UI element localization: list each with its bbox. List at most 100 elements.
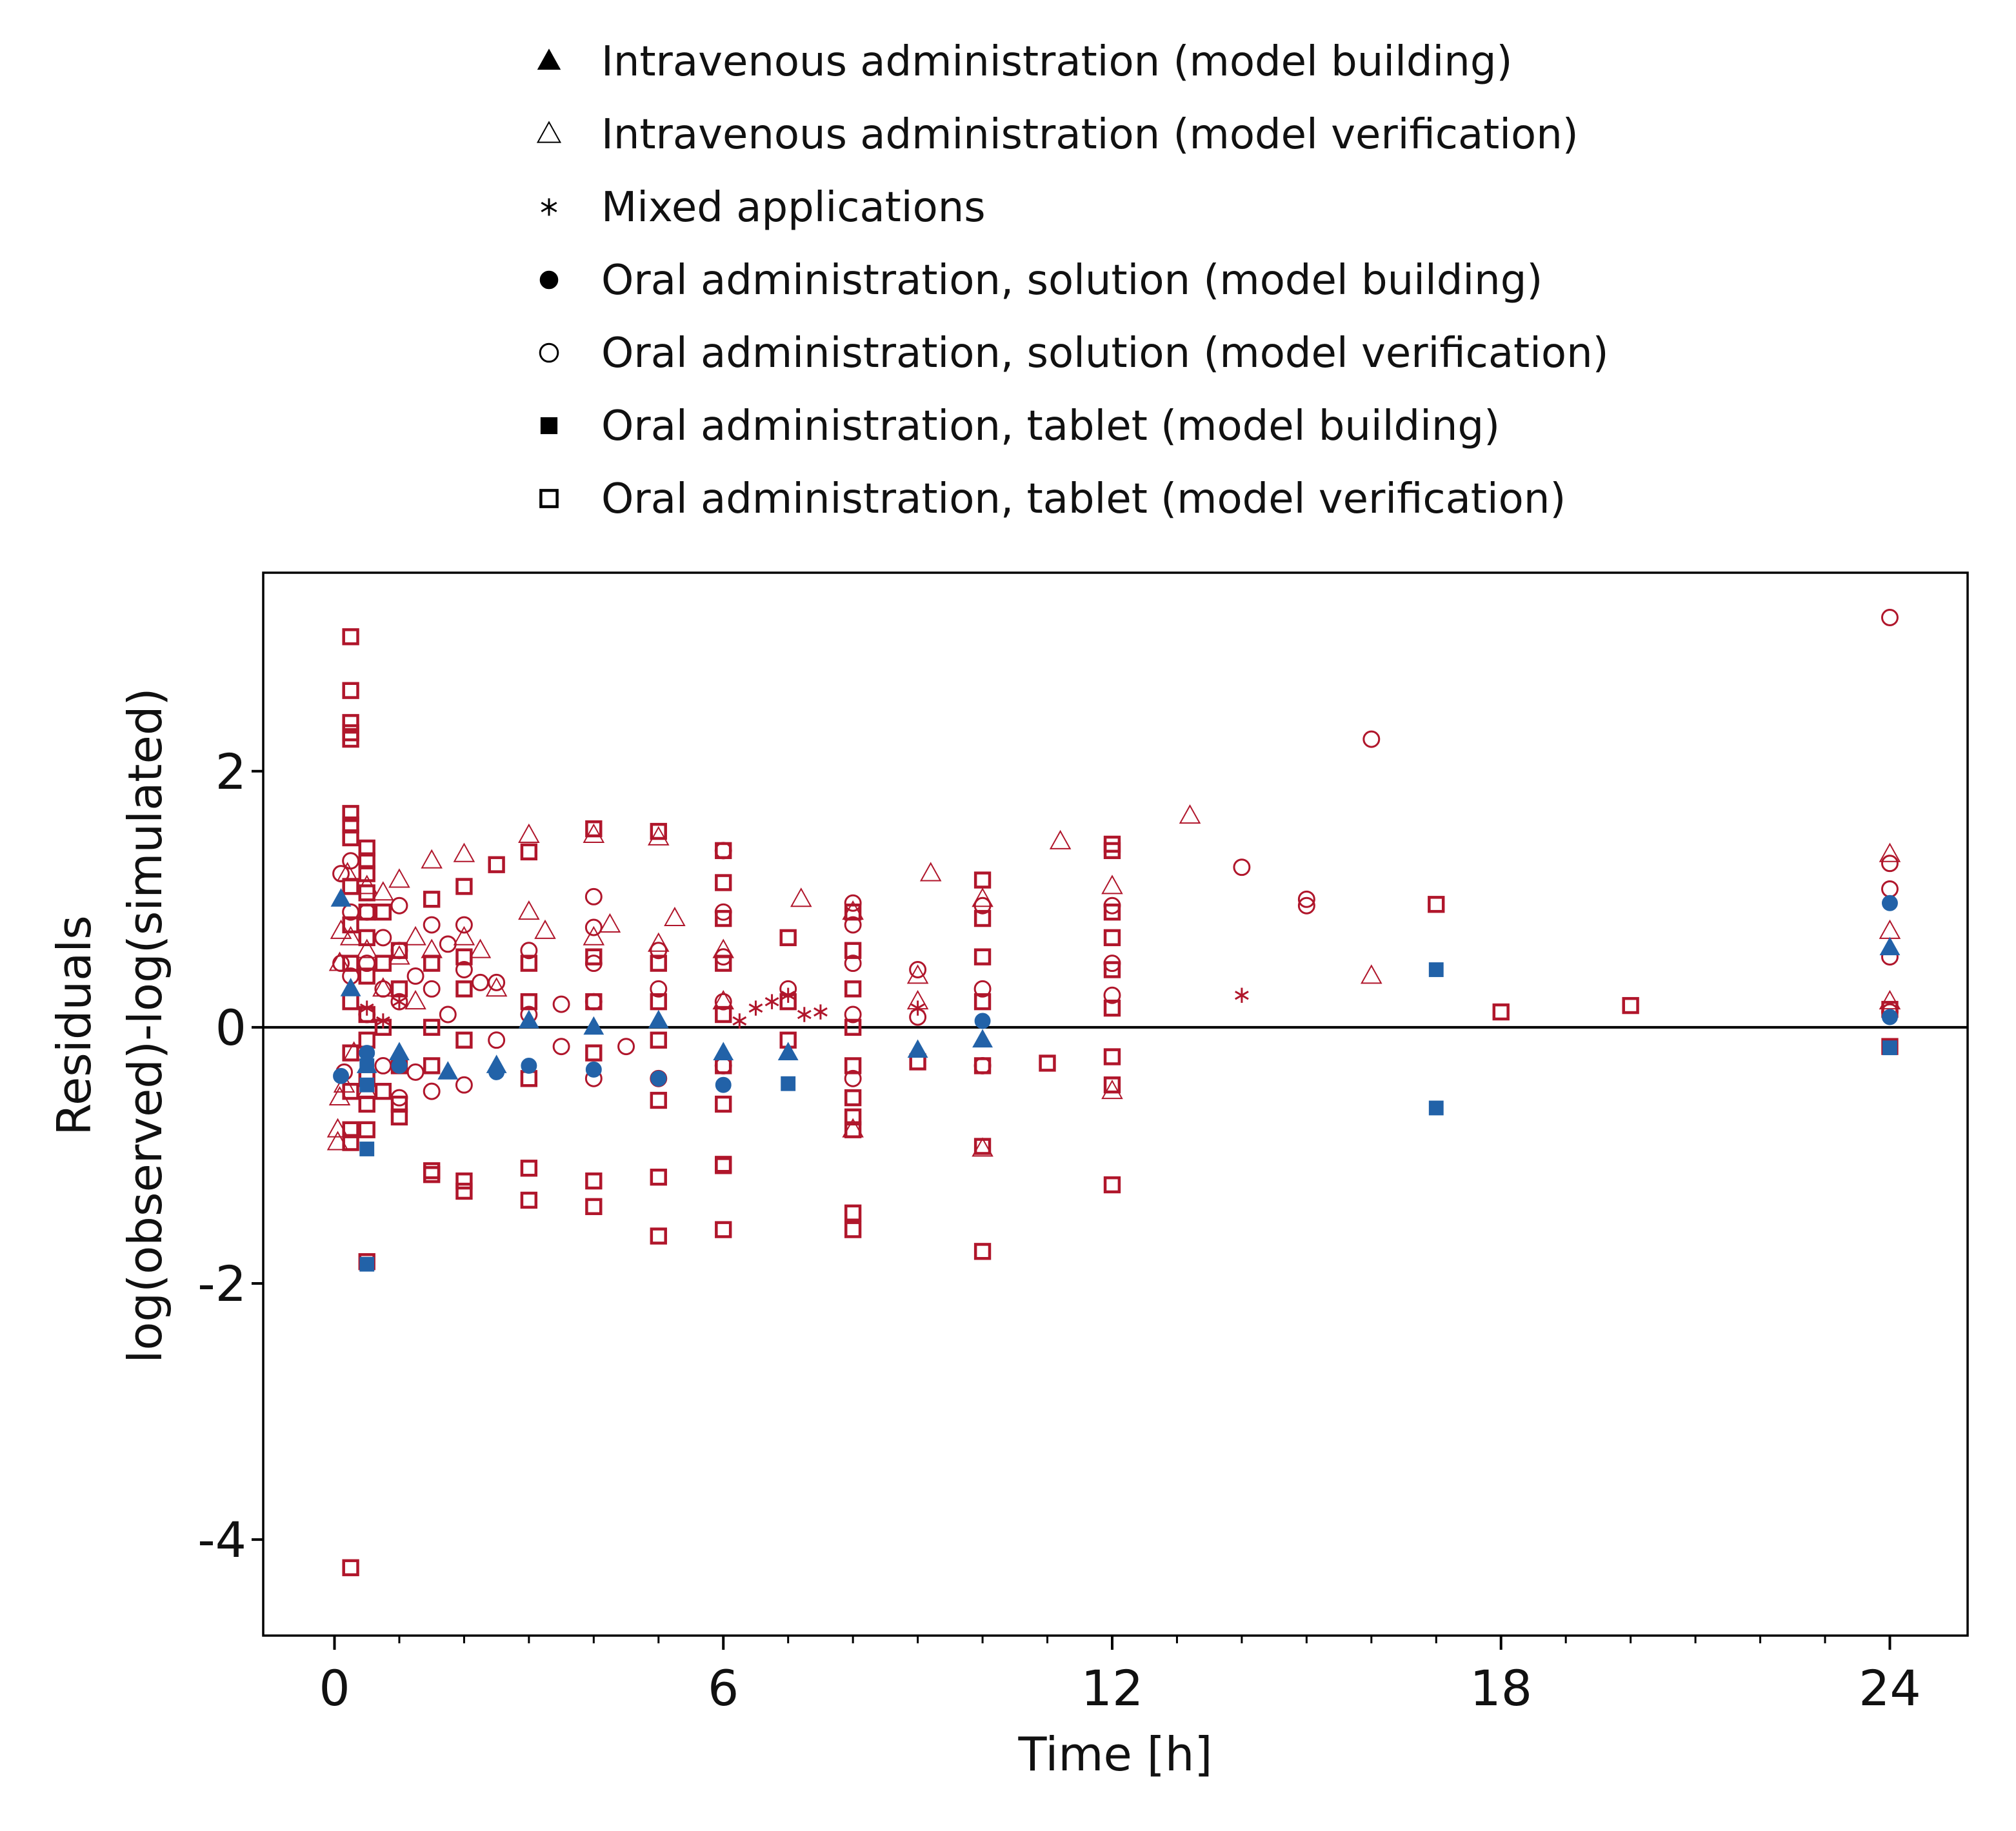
data-point [342, 1559, 359, 1576]
data-point [844, 1005, 862, 1024]
data-point [973, 993, 992, 1011]
data-point [1428, 962, 1444, 977]
data-point [585, 1061, 602, 1078]
data-point [973, 1243, 992, 1260]
legend-label: Intravenous administration (model verifi… [601, 111, 1579, 159]
data-point [650, 1091, 667, 1109]
data-point [358, 1005, 375, 1024]
data-point [650, 1169, 667, 1186]
data-point [909, 1008, 927, 1026]
data-point [518, 823, 540, 843]
data-point [342, 682, 359, 699]
data-point [455, 1172, 473, 1190]
data-point [358, 884, 375, 902]
data-point [404, 925, 426, 945]
data-point [715, 909, 732, 927]
data-point [844, 894, 862, 912]
data-point [342, 1082, 359, 1100]
data-point [455, 980, 473, 998]
data-point [488, 1031, 506, 1049]
data-point [374, 903, 392, 921]
legend-marker [539, 489, 559, 508]
data-point [715, 1095, 732, 1113]
data-point [844, 942, 862, 959]
data-point [748, 1000, 763, 1016]
data-point [339, 925, 362, 945]
data-point [374, 955, 392, 972]
data-point [650, 1227, 667, 1245]
data-point [1879, 936, 1901, 956]
data-point [1233, 858, 1251, 876]
data-point [342, 1134, 359, 1151]
data-point [1881, 855, 1899, 873]
data-point [779, 980, 797, 998]
data-point [390, 942, 408, 959]
data-point [453, 842, 475, 862]
data-point [455, 916, 473, 934]
legend-entry: Oral administration, tablet (model verif… [539, 475, 1566, 523]
x-tick-label: 18 [1470, 1659, 1532, 1717]
plot-frame [262, 571, 1969, 1637]
data-point [790, 887, 812, 907]
data-point [423, 1082, 441, 1100]
x-axis: 0 6 12 18 24 [319, 1636, 1921, 1717]
data-point [1881, 895, 1898, 911]
data-point [1103, 1048, 1121, 1065]
data-point [439, 1005, 457, 1024]
data-point [973, 909, 992, 927]
data-point [455, 1182, 473, 1200]
data-point [1881, 880, 1899, 898]
data-point [584, 918, 603, 936]
data-point [650, 942, 668, 960]
data-point [552, 1038, 570, 1056]
data-point [342, 852, 360, 870]
x-tick-label: 6 [708, 1659, 739, 1717]
data-point [777, 1042, 799, 1060]
data-point [844, 1121, 862, 1138]
data-point [844, 916, 862, 934]
data-point [1101, 1079, 1123, 1100]
data-point [359, 1058, 375, 1073]
data-point [844, 1057, 862, 1074]
data-point [520, 942, 538, 960]
data-point [488, 856, 505, 873]
data-point [584, 887, 603, 906]
data-point [453, 925, 475, 945]
data-point [973, 1056, 992, 1074]
data-point [1103, 1176, 1121, 1194]
data-point [520, 955, 538, 972]
data-point [520, 1191, 538, 1209]
data-point [518, 900, 540, 920]
data-point [1297, 896, 1315, 915]
data-point [342, 1044, 359, 1062]
data-point [648, 1009, 669, 1029]
data-point [713, 1042, 734, 1060]
data-point [423, 1018, 441, 1036]
data-point [1879, 919, 1901, 939]
data-point [391, 1057, 408, 1074]
data-point [390, 1108, 408, 1126]
data-point [844, 955, 862, 973]
data-point [520, 843, 538, 861]
data-point [374, 1082, 392, 1100]
data-point [585, 993, 603, 1011]
data-point [358, 903, 375, 921]
data-point [813, 1004, 828, 1020]
legend-entry: Oral administration, tablet (model build… [540, 402, 1500, 450]
data-point [599, 913, 621, 933]
data-point [715, 1157, 732, 1174]
data-point [455, 948, 473, 965]
data-point [1879, 842, 1901, 862]
data-point [534, 919, 556, 939]
data-point [342, 628, 359, 646]
data-point [330, 919, 352, 939]
data-point [650, 980, 668, 998]
data-point [455, 961, 473, 978]
data-point [390, 942, 408, 960]
data-point [1428, 1100, 1444, 1116]
data-point [358, 903, 376, 921]
legend-entry: Oral administration, solution (model ver… [539, 330, 1609, 377]
data-point [388, 868, 410, 888]
data-point [423, 891, 441, 908]
data-point [972, 887, 993, 907]
